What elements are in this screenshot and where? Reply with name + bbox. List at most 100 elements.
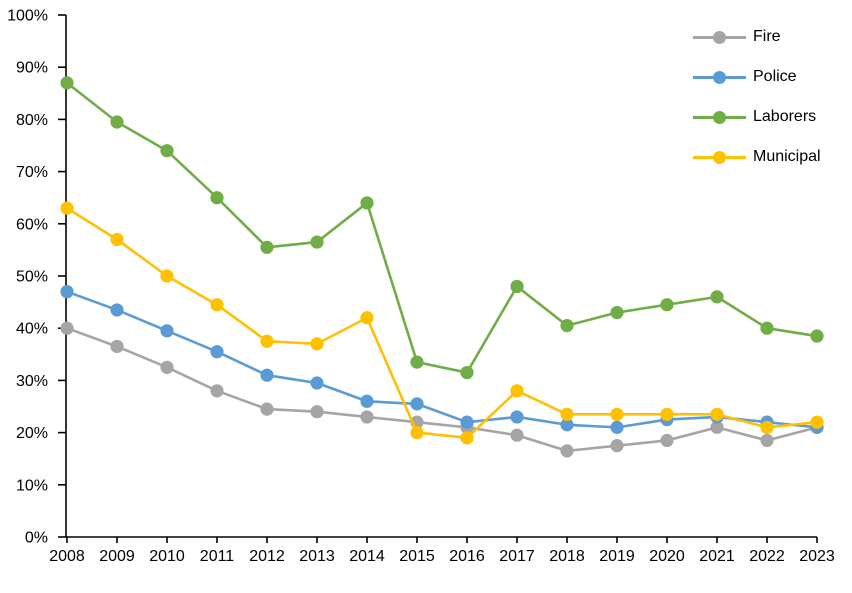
series-marker-laborers	[460, 365, 474, 380]
series-marker-laborers	[410, 355, 424, 369]
series-marker-fire	[360, 410, 374, 424]
series-marker-police	[210, 345, 224, 359]
series-line-municipal	[65, 206, 819, 440]
legend-label-municipal: Municipal	[753, 148, 821, 165]
y-axis-tick-label: 100%	[7, 8, 48, 25]
series-marker-police	[610, 420, 624, 434]
y-axis-tick-label: 20%	[16, 425, 48, 442]
x-axis-tick-label: 2023	[799, 548, 835, 565]
series-marker-fire	[760, 433, 774, 448]
legend-marker-dot	[713, 150, 726, 164]
legend-swatch-fire	[693, 30, 746, 44]
series-marker-police	[260, 368, 274, 382]
series-marker-police	[360, 394, 374, 408]
chart-legend: Fire Police Laborers Municipal	[693, 17, 821, 177]
series-marker-police	[60, 285, 74, 299]
legend-swatch-police	[693, 70, 746, 84]
series-marker-municipal	[210, 298, 224, 312]
y-axis-tick-label: 0%	[25, 530, 48, 547]
y-axis-tick-label: 90%	[16, 60, 48, 77]
series-marker-police	[110, 303, 124, 317]
series-marker-municipal	[310, 337, 324, 351]
series-marker-fire	[110, 339, 124, 354]
series-marker-laborers	[110, 115, 124, 129]
series-marker-laborers	[610, 305, 624, 320]
series-marker-police	[560, 418, 574, 432]
x-axis-tick-label: 2013	[299, 548, 335, 565]
series-marker-laborers	[660, 298, 674, 312]
legend-item-fire: Fire	[693, 17, 821, 57]
y-axis-tick-label: 30%	[16, 373, 48, 390]
series-marker-municipal	[60, 201, 74, 215]
series-marker-laborers	[260, 240, 274, 254]
y-axis-tick-label: 60%	[16, 216, 48, 233]
series-marker-municipal	[360, 311, 374, 325]
x-axis-tick-label: 2010	[149, 548, 185, 565]
series-marker-police	[410, 397, 424, 411]
legend-marker-dot	[713, 70, 726, 84]
series-marker-fire	[660, 433, 674, 448]
legend-item-police: Police	[693, 57, 821, 97]
series-marker-police	[160, 324, 174, 338]
x-axis-tick-label: 2012	[249, 548, 285, 565]
legend-label-laborers: Laborers	[753, 108, 817, 125]
series-marker-municipal	[760, 420, 774, 434]
series-marker-fire	[60, 321, 74, 335]
series-marker-municipal	[110, 232, 124, 247]
series-marker-police	[460, 415, 474, 429]
series-marker-municipal	[510, 384, 524, 398]
x-axis-tick-label: 2008	[49, 548, 85, 565]
legend-label-police: Police	[753, 68, 797, 85]
x-axis-tick-label: 2016	[449, 548, 485, 565]
legend-item-municipal: Municipal	[693, 137, 821, 177]
series-marker-fire	[510, 428, 524, 442]
series-marker-laborers	[310, 235, 324, 249]
series-marker-laborers	[60, 76, 74, 90]
series-marker-municipal	[710, 407, 724, 421]
series-marker-laborers	[210, 191, 224, 205]
series-marker-fire	[710, 420, 724, 434]
series-marker-fire	[610, 439, 624, 453]
series-marker-laborers	[510, 279, 524, 294]
x-axis-tick-label: 2021	[699, 548, 735, 565]
series-marker-laborers	[360, 196, 374, 210]
series-line-police	[65, 290, 819, 429]
y-axis-tick-label: 80%	[16, 112, 48, 129]
series-marker-fire	[560, 444, 574, 458]
legend-swatch-laborers	[693, 110, 746, 124]
x-axis-tick-label: 2015	[399, 548, 435, 565]
y-axis-tick-label: 50%	[16, 269, 48, 286]
legend-marker-dot	[713, 30, 726, 44]
series-marker-laborers	[810, 329, 824, 343]
x-axis-tick-label: 2020	[649, 548, 685, 565]
series-marker-laborers	[560, 318, 574, 333]
series-marker-fire	[260, 402, 274, 416]
y-axis-tick-label: 70%	[16, 164, 48, 181]
series-marker-police	[510, 410, 524, 424]
y-axis-tick-label: 40%	[16, 321, 48, 338]
legend-marker-dot	[713, 110, 726, 124]
series-marker-municipal	[560, 407, 574, 421]
x-axis-tick-label: 2022	[749, 548, 785, 565]
series-marker-municipal	[810, 415, 824, 429]
series-marker-fire	[210, 384, 224, 398]
series-marker-police	[310, 376, 324, 390]
x-axis-tick-label: 2014	[349, 548, 385, 565]
legend-item-laborers: Laborers	[693, 97, 821, 137]
x-axis-tick-label: 2017	[499, 548, 535, 565]
legend-swatch-municipal	[693, 150, 746, 164]
series-marker-municipal	[460, 431, 474, 445]
y-axis-tick-label: 10%	[16, 477, 48, 494]
series-marker-municipal	[410, 426, 424, 440]
series-marker-municipal	[610, 407, 624, 421]
x-axis-tick-label: 2009	[99, 548, 135, 565]
series-marker-laborers	[160, 144, 174, 158]
series-marker-fire	[310, 405, 324, 419]
series-marker-municipal	[260, 334, 274, 348]
x-axis-tick-label: 2019	[599, 548, 635, 565]
series-marker-laborers	[760, 321, 774, 335]
series-line-laborers	[65, 81, 819, 374]
series-line-fire	[65, 326, 819, 453]
